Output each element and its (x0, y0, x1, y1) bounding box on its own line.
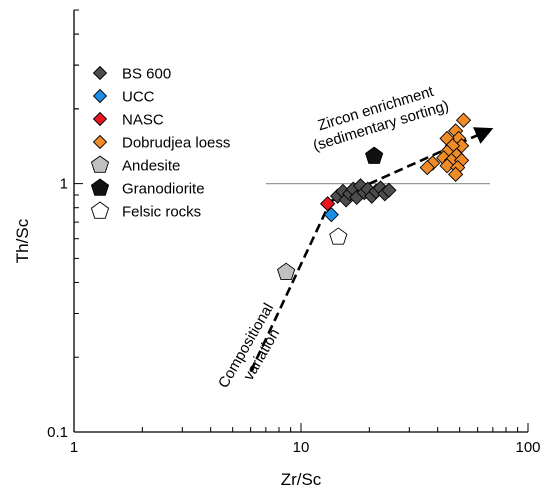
legend-label-granodiorite: Granodiorite (122, 181, 205, 198)
legend-label-ucc: UCC (122, 89, 155, 106)
legend-label-dobrudjea-loess: Dobrudjea loess (122, 135, 230, 152)
point-ucc (323, 207, 339, 223)
point-dobrudjea-loess (419, 159, 435, 176)
data-points (277, 112, 472, 280)
point-felsic-rocks (329, 227, 348, 245)
legend-marker-andesite (90, 155, 110, 173)
point-dobrudjea-loess (439, 158, 455, 174)
point-andesite (277, 262, 296, 280)
y-axis-label: Th/Sc (13, 218, 32, 263)
legend-marker-dobrudjea-loess (92, 134, 108, 150)
point-granodiorite (365, 146, 384, 164)
legend-label-felsic-rocks: Felsic rocks (122, 204, 201, 221)
legend-label-nasc: NASC (122, 112, 164, 129)
legend-marker-ucc (92, 88, 108, 104)
legend-label-andesite: Andesite (122, 158, 180, 175)
x-tick-label: 10 (293, 439, 310, 456)
legend-label-bs-600: BS 600 (122, 66, 171, 83)
legend-marker-granodiorite (90, 178, 110, 196)
x-axis-label: Zr/Sc (281, 470, 322, 489)
legend-marker-felsic-rocks (90, 201, 110, 219)
legend: BS 600 UCC NASC Dobrudjea loess Andesite Gran… (90, 65, 230, 221)
x-tick-label: 1 (70, 439, 78, 456)
x-tick-label: 100 (515, 439, 540, 456)
legend-marker-nasc (92, 111, 108, 127)
annotation-zircon-enrichment: Zircon enrichment(sedimentary sorting) (311, 83, 451, 155)
point-bs-600 (381, 182, 397, 198)
y-tick-label: 0.1 (47, 424, 68, 441)
point-dobrudjea-loess (448, 166, 464, 182)
compositional-variation-line (249, 200, 332, 373)
point-dobrudjea-loess (455, 112, 472, 128)
legend-marker-bs-600 (92, 65, 108, 81)
y-tick-label: 1 (60, 176, 68, 193)
